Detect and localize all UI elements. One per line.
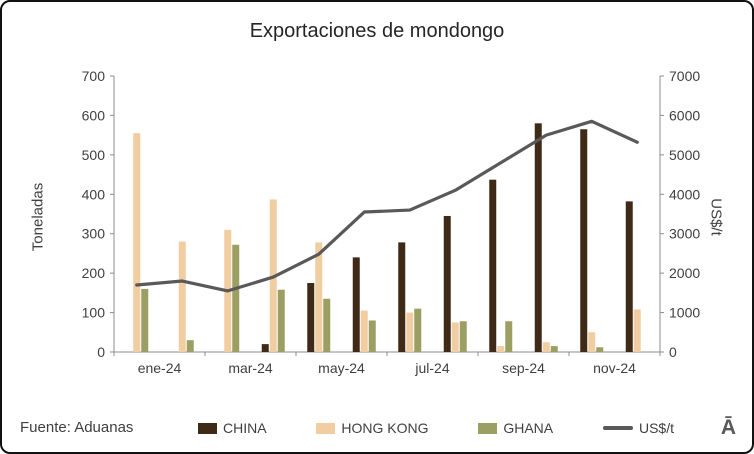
bar [633,309,641,352]
legend-item-hong-kong: HONG KONG [316,420,429,436]
x-tick-label: nov-24 [593,360,636,376]
bar [625,201,633,352]
bar [489,179,497,352]
trend-line [135,119,639,293]
bar [323,298,331,352]
bar [360,310,368,352]
chart-title: Exportaciones de mondongo [249,20,505,42]
legend-label: US$/t [638,420,674,436]
x-tick-label: mar-24 [228,360,273,376]
bar [443,215,451,352]
bar [133,133,141,352]
bar [307,283,315,352]
bar [141,288,149,352]
right-tick-label: 3000 [669,226,700,242]
bar [542,342,550,352]
left-tick-label: 500 [82,147,106,163]
bar [550,346,558,352]
bar [414,308,422,352]
bar [588,332,596,352]
bar [534,123,542,352]
left-tick-label: 400 [82,186,106,202]
bar [352,257,360,352]
left-tick-label: 600 [82,107,106,123]
right-tick-label: 4000 [669,186,700,202]
bar [406,312,414,352]
brand-logo: Ā [720,416,736,439]
bar [451,322,459,352]
left-tick-label: 300 [82,226,106,242]
legend-label: GHANA [503,420,554,436]
legend-color-swatch [316,422,336,434]
bar [261,344,269,352]
bar [497,346,505,352]
bar [315,242,323,352]
left-tick-label: 0 [97,344,105,360]
legend-line-swatch [602,426,633,430]
bar [459,321,467,352]
left-tick-label: 700 [82,68,106,84]
chart-legend: CHINA HONG KONG GHANA US$/t [198,420,674,436]
x-tick-label: may-24 [318,360,365,376]
bar [505,321,513,352]
right-tick-label: 6000 [669,107,700,123]
x-tick-label: ene-24 [138,360,182,376]
x-tick-label: jul-24 [414,360,449,376]
bar [596,347,604,352]
bar [368,320,376,352]
bar [232,244,240,352]
chart-canvas: 0100200300400500600700010002000300040005… [82,68,701,376]
legend-label: HONG KONG [341,420,429,436]
legend-color-swatch [198,422,217,434]
source-label: Fuente: Aduanas [20,419,134,436]
bar [580,129,588,352]
left-tick-label: 200 [82,265,106,281]
right-tick-label: 7000 [669,68,700,84]
bar [277,289,285,352]
left-tick-label: 100 [82,305,106,321]
right-tick-label: 5000 [669,147,700,163]
right-tick-label: 2000 [669,265,700,281]
legend-item-ghana: GHANA [478,420,553,436]
legend-item-us-t: US$/t [602,420,674,436]
legend-label: CHINA [223,420,267,436]
bar [178,241,186,352]
right-tick-label: 0 [669,344,677,360]
bar [186,340,194,352]
legend-color-swatch [478,422,498,434]
x-tick-label: sep-24 [502,360,545,376]
legend-item-china: CHINA [198,420,267,436]
bar [398,242,406,352]
right-tick-label: 1000 [669,305,700,321]
